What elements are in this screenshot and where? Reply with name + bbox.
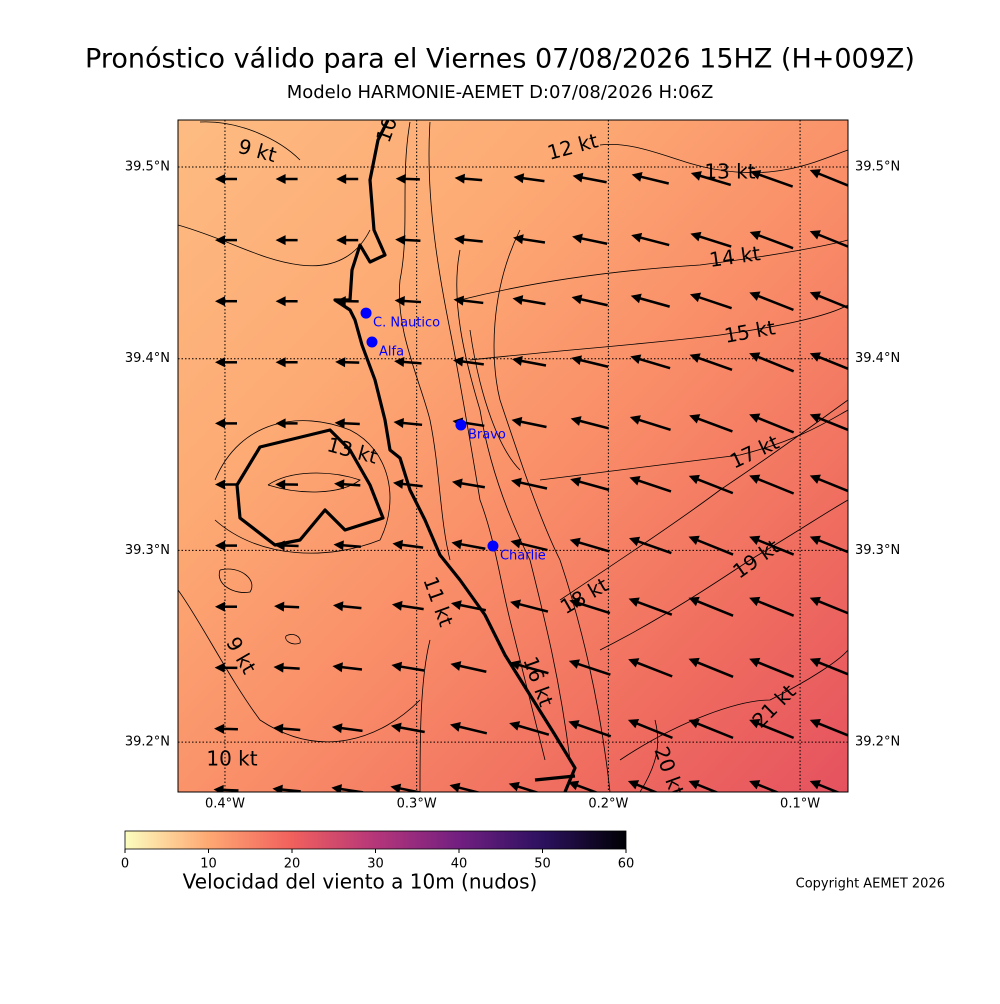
y-tick-label: 39.5°N (125, 159, 170, 174)
y-tick-label-right: 39.4°N (855, 351, 900, 366)
colorbar-label: Velocidad del viento a 10m (nudos) (183, 870, 538, 894)
x-tick-label: 0.4°W (205, 797, 245, 812)
copyright: Copyright AEMET 2026 (796, 877, 945, 892)
station-label: Bravo (468, 428, 506, 443)
x-tick-label: 0.3°W (397, 797, 437, 812)
colorbar-tick-label: 0 (121, 857, 129, 872)
station-label: Charlie (500, 549, 546, 564)
y-tick-label: 39.3°N (125, 543, 170, 558)
y-tick-label: 39.4°N (125, 351, 170, 366)
station-point (361, 308, 372, 319)
contour-label: 13 kt (704, 160, 755, 184)
station-point (455, 420, 466, 431)
station-label: Alfa (379, 345, 404, 360)
station-point (487, 541, 498, 552)
y-tick-label: 39.2°N (125, 735, 170, 750)
station-label: C. Nautico (373, 316, 440, 331)
x-tick-label: 0.2°W (588, 797, 628, 812)
y-tick-label-right: 39.2°N (855, 735, 900, 750)
station-point (367, 337, 378, 348)
colorbar (125, 831, 626, 849)
subtitle: Modelo HARMONIE-AEMET D:07/08/2026 H:06Z (287, 82, 714, 103)
colorbar-tick-label: 60 (618, 857, 635, 872)
title: Pronóstico válido para el Viernes 07/08/… (85, 44, 915, 75)
x-tick-label: 0.1°W (780, 797, 820, 812)
y-tick-label-right: 39.3°N (855, 543, 900, 558)
contour-label: 10 kt (206, 747, 257, 771)
y-tick-label-right: 39.5°N (855, 159, 900, 174)
